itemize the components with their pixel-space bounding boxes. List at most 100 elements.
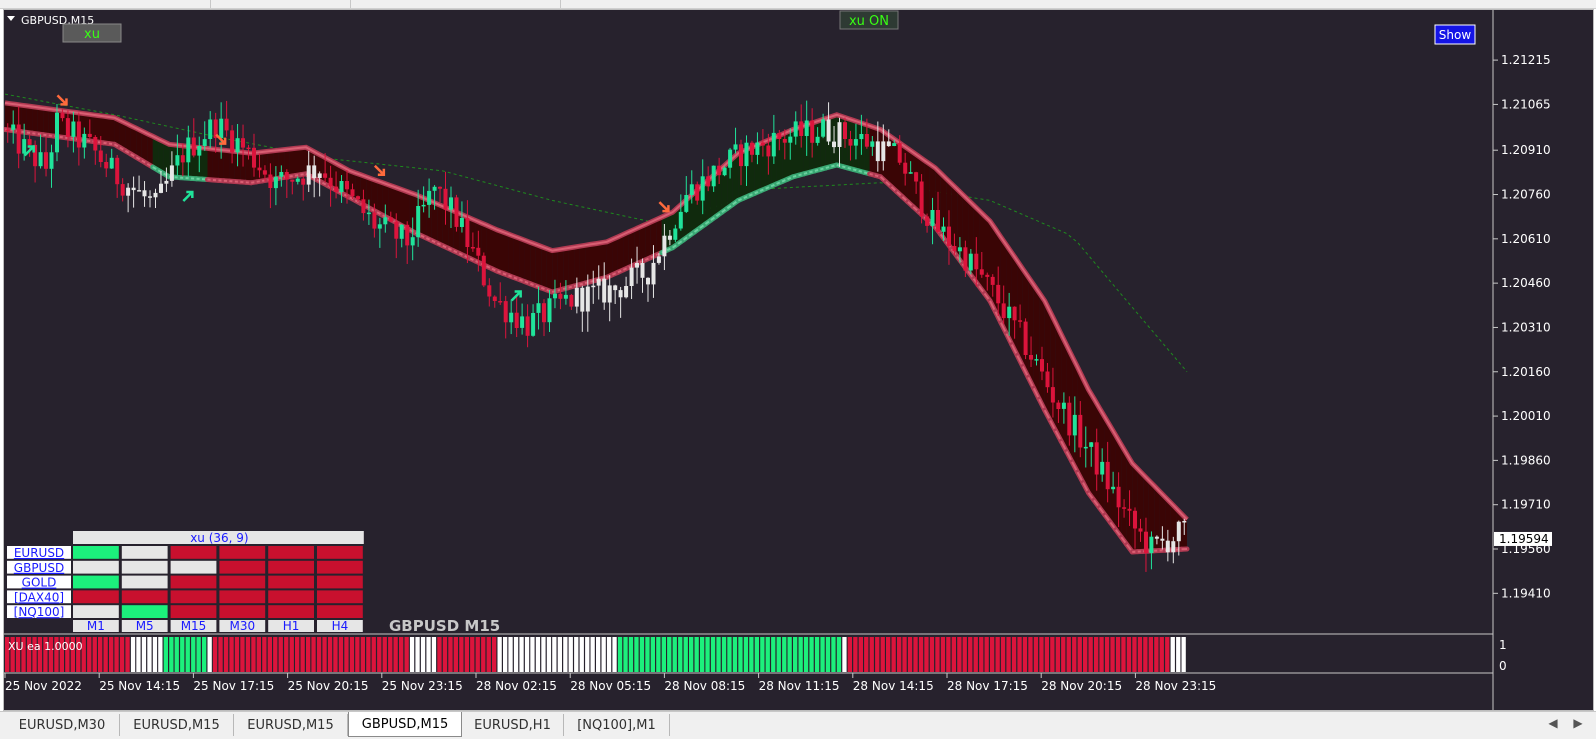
candle-body: [832, 142, 836, 148]
candle-body: [821, 119, 825, 136]
xu-state-bar: [492, 637, 496, 672]
candle-body: [903, 163, 907, 174]
price-label: 1.19860: [1501, 453, 1551, 467]
dashboard-symbol-label[interactable]: [NQ100]: [14, 605, 65, 619]
xu-state-bar: [415, 637, 419, 672]
price-label: 1.20010: [1501, 409, 1551, 423]
xu-state-bar: [328, 637, 332, 672]
xu-state-bar: [711, 637, 715, 672]
xu-state-bar: [744, 637, 748, 672]
xu-state-bar: [514, 637, 518, 672]
xu-state-bar: [695, 637, 699, 672]
dashboard-trend-cell: [122, 605, 168, 618]
candle-body: [236, 138, 240, 152]
tab-gbpusd-m15[interactable]: GBPUSD,M15: [348, 712, 462, 737]
xu-state-bar: [197, 637, 201, 672]
candle-body: [11, 125, 15, 130]
top-toolbar: [0, 0, 1596, 9]
candle-body: [143, 190, 147, 196]
candle-body: [706, 176, 710, 186]
xu-state-bar: [476, 637, 480, 672]
candle-body: [520, 316, 524, 328]
xu-state-bar: [311, 637, 315, 672]
sell-signal-arrow-icon: [57, 95, 66, 104]
price-chart[interactable]: 1.212151.210651.209101.207601.206101.204…: [4, 10, 1593, 710]
dashboard-trend-cell: [317, 605, 363, 618]
candle-body: [635, 263, 639, 268]
xu-on-button[interactable]: xu ON: [840, 11, 898, 29]
candle-body: [1084, 447, 1088, 449]
candle-body: [1155, 537, 1159, 539]
candle-body: [854, 139, 858, 146]
dashboard-timeframe-label[interactable]: M30: [229, 619, 255, 633]
dashboard-symbol-label[interactable]: GOLD: [22, 576, 57, 590]
xu-state-bar: [574, 637, 578, 672]
xu-state-bar: [1045, 637, 1049, 672]
show-button[interactable]: Show: [1435, 25, 1475, 44]
tab-scroll-right-icon[interactable]: ▶: [1570, 716, 1586, 730]
candle-body: [772, 133, 776, 157]
dashboard-timeframe-label[interactable]: H4: [332, 619, 349, 633]
tab-eurusd-h1[interactable]: EURUSD,H1: [462, 714, 564, 736]
candle-body: [1073, 415, 1077, 436]
candle-body: [367, 213, 371, 215]
dashboard-trend-cell: [73, 561, 119, 574]
dashboard-timeframe-label[interactable]: M1: [87, 619, 105, 633]
dashboard-symbol-label[interactable]: GBPUSD: [14, 561, 64, 575]
time-label: 28 Nov 11:15: [759, 679, 840, 693]
dashboard-trend-cell: [219, 590, 265, 603]
candle-body: [164, 181, 168, 184]
candle-body: [279, 172, 283, 177]
band-fill: [1012, 253, 1018, 356]
band-fill: [49, 109, 55, 136]
candle-body: [433, 187, 437, 191]
candle-body: [82, 134, 86, 148]
band-fill: [607, 239, 613, 277]
trend-dashboard: xu (36, 9)EURUSDGBPUSDGOLD[DAX40][NQ100]…: [7, 531, 364, 633]
band-fill: [1045, 301, 1051, 421]
collapse-triangle-icon[interactable]: [7, 16, 15, 21]
dashboard-symbol-label[interactable]: EURUSD: [14, 546, 64, 560]
dashboard-trend-cell: [268, 546, 314, 559]
xu-state-bar: [864, 637, 868, 672]
band-fill: [908, 149, 914, 207]
xu-state-bar: [618, 637, 622, 672]
xu-state-bar: [1165, 637, 1169, 672]
xu-state-bar: [405, 637, 409, 672]
tab-eurusd-m15-b[interactable]: EURUSD,M15: [234, 714, 348, 736]
buy-signal-arrow-icon: [183, 192, 192, 201]
candle-body: [318, 173, 322, 178]
candle-body: [1029, 355, 1033, 360]
tab-nq100-m1[interactable]: [NQ100],M1: [564, 714, 670, 736]
xu-button[interactable]: xu: [63, 24, 121, 42]
xu-state-bar: [322, 637, 326, 672]
candle-body: [17, 125, 21, 154]
dashboard-timeframe-label[interactable]: M5: [136, 619, 154, 633]
xu-state-bar: [1116, 637, 1120, 672]
candle-body: [44, 152, 48, 169]
candle-body: [969, 254, 973, 271]
sell-signal-arrow-icon: [375, 166, 384, 175]
xu-state-bar: [355, 637, 359, 672]
band-fill: [514, 236, 520, 279]
xu-state-bar: [1039, 637, 1043, 672]
tab-scroll-left-icon[interactable]: ◀: [1545, 716, 1561, 730]
xu-state-bar: [612, 637, 616, 672]
candle-body: [449, 197, 453, 209]
tab-eurusd-m30[interactable]: EURUSD,M30: [5, 714, 120, 736]
xu-state-bar: [98, 637, 102, 672]
dashboard-timeframe-label[interactable]: H1: [283, 619, 300, 633]
candle-body: [219, 119, 223, 138]
tab-eurusd-m15-a[interactable]: EURUSD,M15: [120, 714, 234, 736]
xu-state-bar: [1083, 637, 1087, 672]
candle-body: [947, 227, 951, 246]
dashboard-timeframe-label[interactable]: M15: [181, 619, 207, 633]
xu-state-bar: [1121, 637, 1125, 672]
dashboard-symbol-label[interactable]: [DAX40]: [14, 590, 64, 604]
band-fill: [1034, 285, 1040, 399]
candle-body: [657, 256, 661, 263]
dashboard-trend-cell: [73, 546, 119, 559]
xu-state-bar: [1028, 637, 1032, 672]
candle-body: [1160, 539, 1164, 541]
